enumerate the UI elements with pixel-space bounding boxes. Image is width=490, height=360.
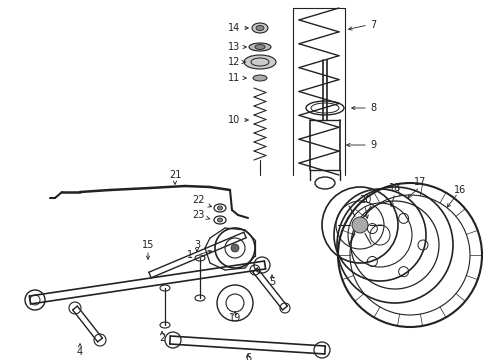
Ellipse shape — [244, 55, 276, 69]
Circle shape — [352, 217, 368, 233]
Ellipse shape — [253, 75, 267, 81]
Text: 20: 20 — [359, 195, 371, 205]
Ellipse shape — [255, 45, 265, 49]
Text: 23: 23 — [193, 210, 205, 220]
Text: 13: 13 — [228, 42, 240, 52]
Ellipse shape — [256, 26, 264, 31]
Circle shape — [231, 244, 239, 252]
Text: 21: 21 — [169, 170, 181, 180]
Text: 4: 4 — [77, 347, 83, 357]
Text: 10: 10 — [228, 115, 240, 125]
Text: 9: 9 — [370, 140, 376, 150]
Text: 18: 18 — [389, 183, 401, 193]
Text: 16: 16 — [454, 185, 466, 195]
Text: 5: 5 — [269, 277, 275, 287]
Ellipse shape — [249, 43, 271, 51]
Text: 12: 12 — [228, 57, 240, 67]
Ellipse shape — [252, 23, 268, 33]
Text: 7: 7 — [370, 20, 376, 30]
Text: 15: 15 — [142, 240, 154, 250]
Text: 17: 17 — [414, 177, 426, 187]
Text: 22: 22 — [193, 195, 205, 205]
Text: 6: 6 — [245, 353, 251, 360]
Ellipse shape — [218, 218, 222, 222]
Text: 3: 3 — [194, 240, 200, 250]
Text: 8: 8 — [370, 103, 376, 113]
Ellipse shape — [218, 206, 222, 210]
Text: 11: 11 — [228, 73, 240, 83]
Text: 1: 1 — [187, 250, 193, 260]
Text: 14: 14 — [228, 23, 240, 33]
Text: 2: 2 — [159, 333, 165, 343]
Text: 19: 19 — [229, 313, 241, 323]
